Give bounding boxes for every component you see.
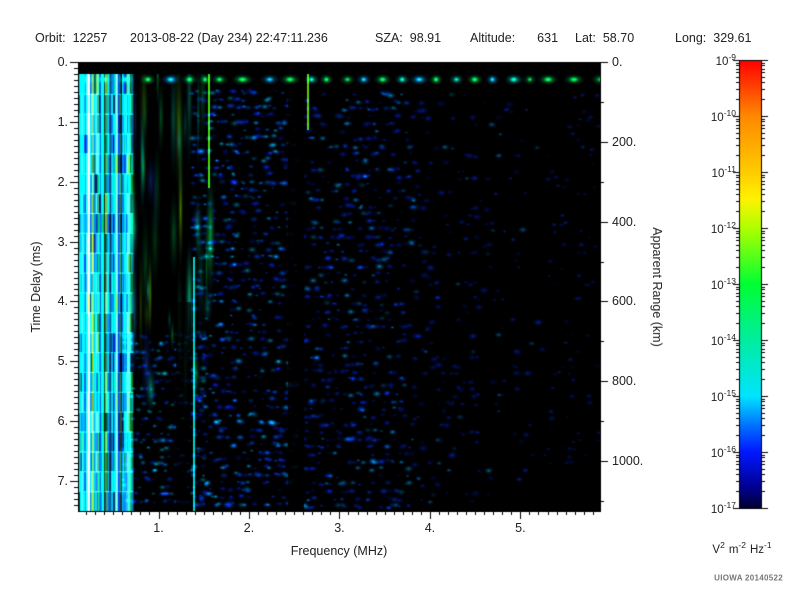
unit-meters: m	[728, 543, 739, 556]
unit-hertz: Hz	[749, 543, 765, 556]
watermark: UIOWA 20140522	[714, 573, 783, 583]
header-lat-label: Lat:	[575, 31, 596, 45]
header-altitude-value: 631	[537, 31, 559, 45]
x-axis-title: Frequency (MHz)	[290, 544, 388, 558]
header-lat: Lat: 58.70	[575, 31, 634, 45]
header-long: Long: 329.61	[675, 31, 752, 45]
unit-volts: V	[712, 543, 721, 556]
header-sza-value: 98.91	[409, 31, 442, 45]
header-orbit-value: 12257	[72, 31, 108, 45]
header-orbit-label: Orbit:	[35, 31, 66, 45]
header-altitude: Altitude: 631	[470, 31, 558, 45]
y-right-axis-title: Apparent Range (km)	[650, 227, 664, 347]
header-sza-label: SZA:	[375, 31, 403, 45]
header-datetime: 2013-08-22 (Day 234) 22:47:11.236	[130, 31, 328, 45]
header-lat-value: 58.70	[602, 31, 635, 45]
header-long-value: 329.61	[713, 31, 752, 45]
header-long-label: Long:	[675, 31, 707, 45]
header-orbit: Orbit: 12257	[35, 31, 107, 45]
colorbar-unit-label: V2 m-2 Hz-1	[712, 540, 771, 556]
unit-volts-exp: 2	[720, 540, 725, 551]
header-sza: SZA: 98.91	[375, 31, 441, 45]
unit-meters-exp: -2	[738, 540, 746, 551]
header-altitude-label: Altitude:	[470, 31, 516, 45]
header-bar: Orbit: 12257 2013-08-22 (Day 234) 22:47:1…	[0, 31, 800, 47]
y-left-axis-title: Time Delay (ms)	[29, 241, 43, 333]
unit-hertz-exp: -1	[764, 540, 772, 551]
